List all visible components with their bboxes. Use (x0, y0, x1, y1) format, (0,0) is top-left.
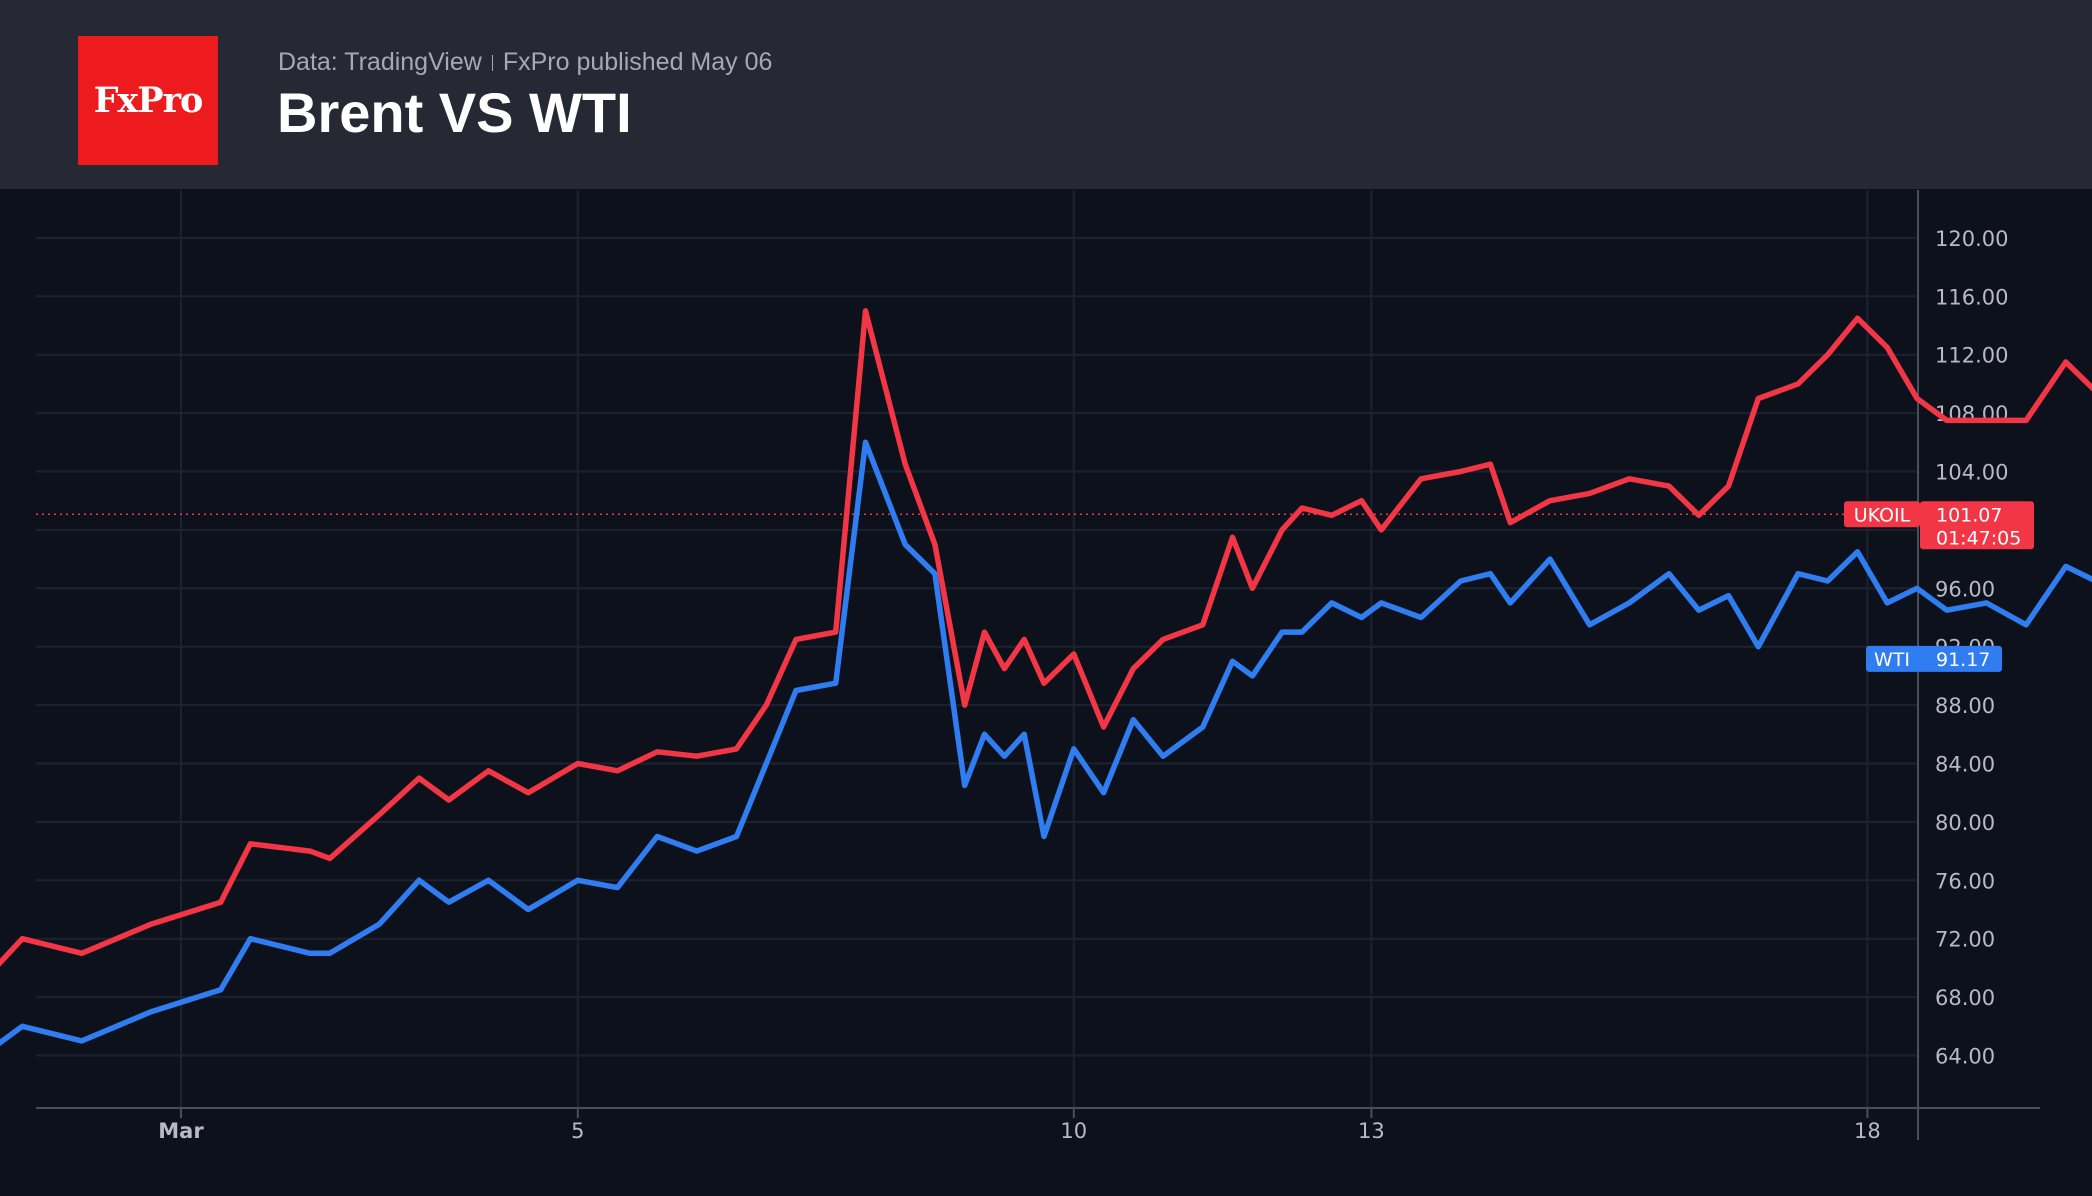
logo-text: FxPro (93, 80, 204, 121)
y-tick-label: 84.00 (1935, 753, 1995, 777)
ukoil-price-tag (1920, 501, 2034, 550)
ukoil-name-tag (1844, 501, 1920, 528)
y-tick-label: 80.00 (1935, 811, 1995, 835)
y-tick-label: 64.00 (1935, 1045, 1995, 1069)
y-tick-label: 72.00 (1935, 928, 1995, 952)
y-tick-label: 116.00 (1935, 285, 2008, 309)
y-tick-label: 120.00 (1935, 227, 2008, 251)
y-tick-label: 76.00 (1935, 869, 1995, 893)
separator (491, 55, 493, 72)
y-tick-label: 88.00 (1935, 694, 1995, 718)
data-source: Data: TradingView (278, 48, 482, 76)
wti-price-label: 91.17 (1936, 649, 1990, 671)
published-date: FxPro published May 06 (502, 48, 773, 76)
series-line-wti (0, 439, 2092, 1047)
wti-name-label: WTI (1874, 649, 1910, 671)
ukoil-countdown-label: 01:47:05 (1936, 527, 2021, 549)
wti-price-tag (1866, 645, 2002, 672)
ukoil-price-label: 101.07 (1936, 504, 2002, 526)
x-tick-label: Mar (158, 1119, 204, 1143)
x-tick-label: 13 (1358, 1119, 1385, 1143)
x-tick-label: 10 (1060, 1119, 1087, 1143)
fxpro-logo: FxPro (78, 36, 218, 165)
header-bar: FxPro Data: TradingView FxPro published M… (0, 0, 2092, 189)
y-tick-label: 68.00 (1935, 986, 1995, 1010)
x-tick-label: 5 (571, 1119, 584, 1143)
y-tick-label: 104.00 (1935, 461, 2008, 485)
series-line-ukoil (0, 308, 2092, 967)
y-tick-label: 112.00 (1935, 344, 2008, 368)
ukoil-name-label: UKOIL (1854, 504, 1911, 526)
source-line: Data: TradingView FxPro published May 06 (278, 48, 772, 77)
chart-title: Brent VS WTI (277, 81, 632, 144)
x-tick-label: 18 (1854, 1119, 1881, 1143)
y-tick-label: 96.00 (1935, 577, 1995, 601)
